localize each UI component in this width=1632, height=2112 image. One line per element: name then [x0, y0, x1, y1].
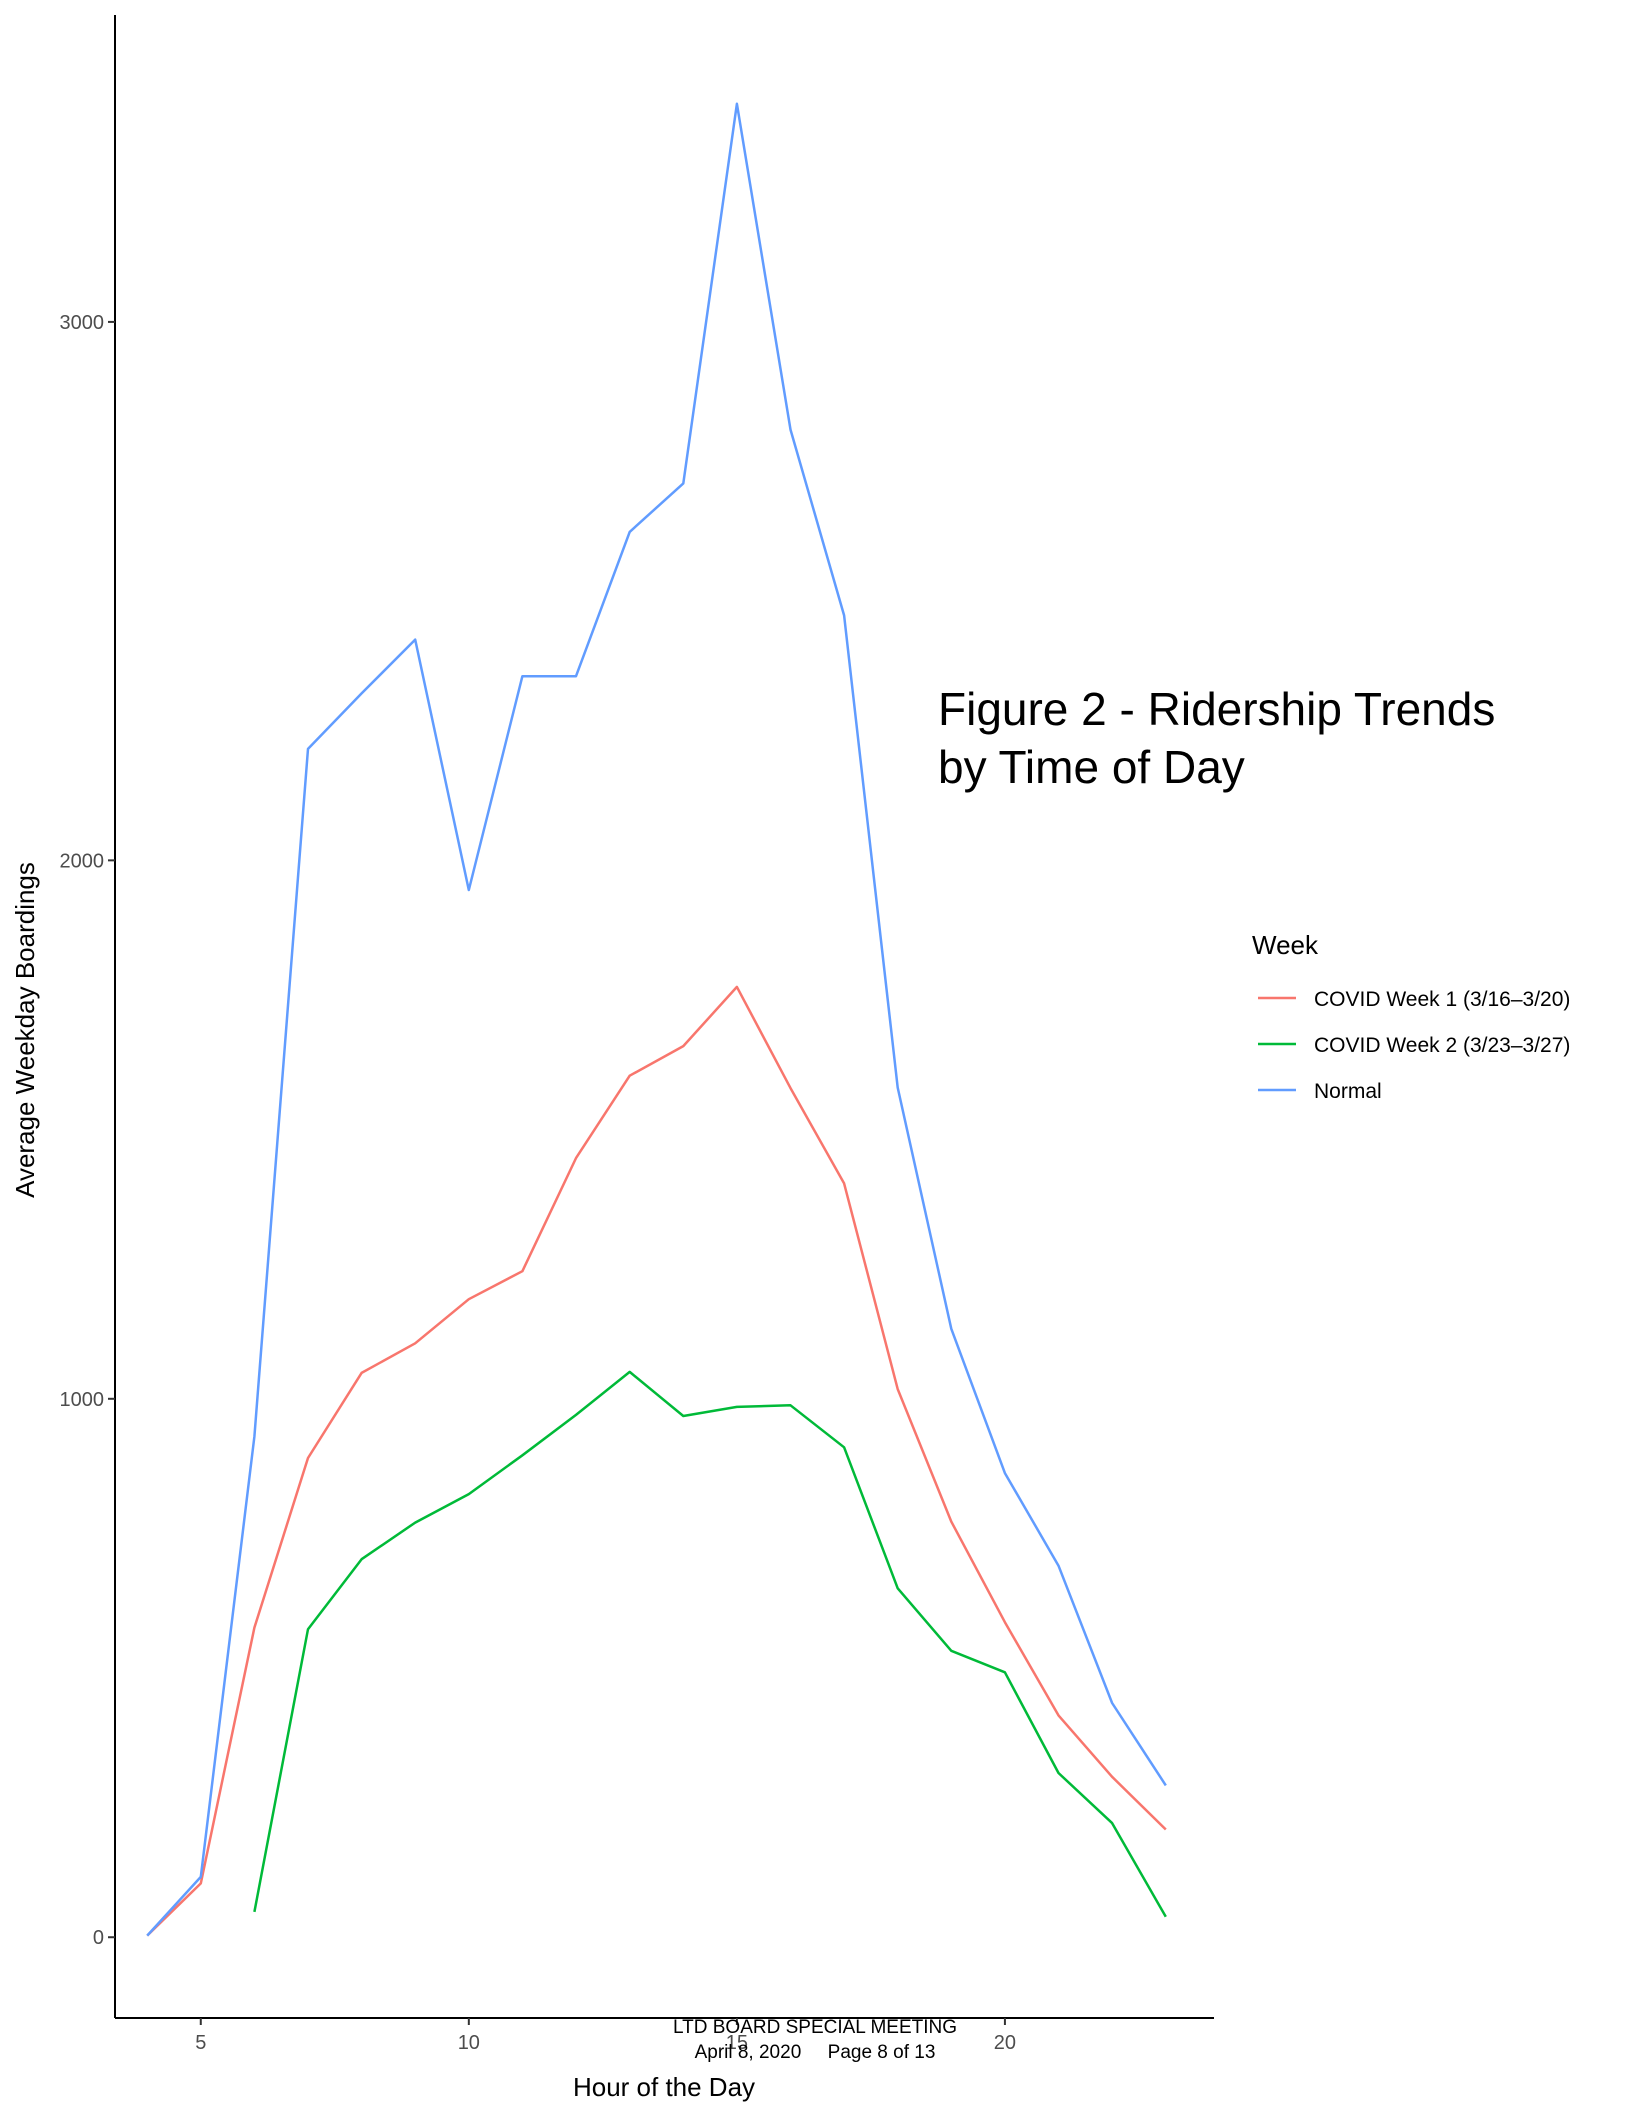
y-tick-label: 3000	[60, 312, 105, 334]
x-tick-label: 15	[726, 2032, 748, 2054]
y-axis-title: Average Weekday Boardings	[10, 862, 40, 1198]
x-tick-label: 5	[195, 2032, 206, 2054]
y-axis-ticks: 0 1000 2000 3000	[60, 312, 115, 1949]
footer-meeting-title: LTD BOARD SPECIAL MEETING	[673, 2017, 957, 2038]
legend-title: Week	[1252, 930, 1319, 960]
legend: Week COVID Week 1 (3/16–3/20) COVID Week…	[1252, 930, 1570, 1103]
legend-label-normal: Normal	[1314, 1080, 1382, 1103]
legend-item-covid-week-2: COVID Week 2 (3/23–3/27)	[1258, 1034, 1570, 1057]
x-tick-label: 20	[994, 2032, 1016, 2054]
legend-label-covid-week-1: COVID Week 1 (3/16–3/20)	[1314, 988, 1570, 1011]
footer-date-page: April 8, 2020 Page 8 of 13	[695, 2042, 936, 2063]
series-line-covid-week-1-3-16-3-20	[146, 985, 1167, 1937]
legend-label-covid-week-2: COVID Week 2 (3/23–3/27)	[1314, 1034, 1570, 1057]
x-axis-title: Hour of the Day	[573, 2072, 755, 2102]
x-axis-ticks: 5 10 15 20	[195, 2018, 1016, 2054]
series-line-normal	[146, 102, 1167, 1937]
series-lines	[146, 102, 1167, 1937]
x-tick-label: 10	[458, 2032, 480, 2054]
annotation-line-2: by Time of Day	[938, 741, 1245, 793]
legend-item-covid-week-1: COVID Week 1 (3/16–3/20)	[1258, 988, 1570, 1011]
chart-annotation: Figure 2 - Ridership Trends by Time of D…	[938, 683, 1495, 793]
y-tick-label: 0	[93, 1927, 104, 1949]
annotation-line-1: Figure 2 - Ridership Trends	[938, 683, 1495, 735]
page-footer: LTD BOARD SPECIAL MEETING April 8, 2020 …	[673, 2017, 957, 2063]
legend-item-normal: Normal	[1258, 1080, 1382, 1103]
y-tick-label: 2000	[60, 850, 105, 872]
series-line-covid-week-2-3-23-3-27	[253, 1370, 1167, 1918]
y-tick-label: 1000	[60, 1389, 105, 1411]
